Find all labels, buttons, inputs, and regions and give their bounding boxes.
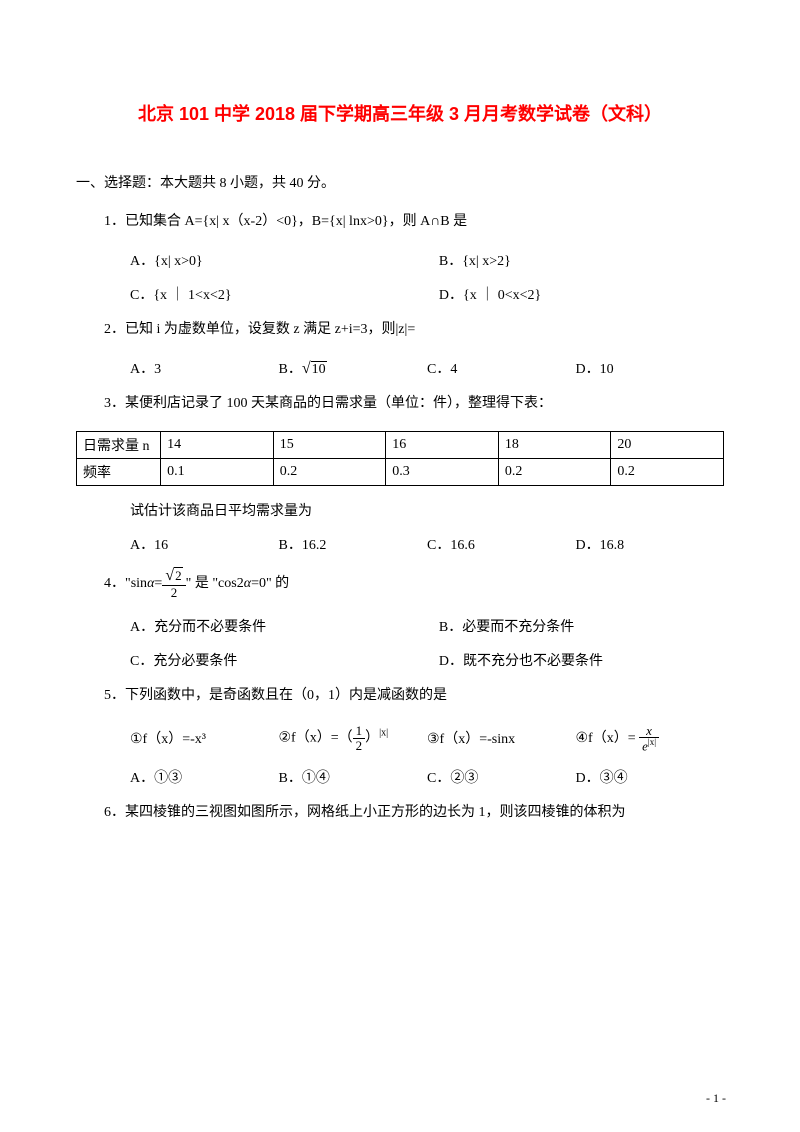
q5-opt-b: B．①④ [279,767,428,787]
q5-i4-d: e|x| [639,738,659,753]
sqrt-icon: √10 [302,360,327,378]
q3-f5: 0.2 [611,459,724,486]
q3-subtext: 试估计该商品日平均需求量为 [76,500,724,520]
q4-eq: = [154,572,162,596]
q4-pre: 4．"sin [104,572,147,596]
q3-opts: A．16 B．16.2 C．16.6 D．16.8 [76,534,724,554]
q3-opt-d: D．16.8 [576,534,725,554]
q4-opts-row2: C．充分必要条件 D．既不充分也不必要条件 [76,650,724,670]
q3-opt-a: A．16 [130,534,279,554]
q4-num: √2 [162,568,185,586]
q3-f2: 0.2 [273,459,386,486]
q3-stem: 3．某便利店记录了 100 天某商品的日需求量（单位：件），整理得下表： [76,392,724,416]
q5-i4-n: x [639,724,659,739]
q5-opt-c: C．②③ [427,767,576,787]
q4-stem: 4．"sinα = √2 2 " 是 "cos2α =0" 的 [76,568,724,599]
page-number: - 1 - [706,1091,726,1106]
q3-table: 日需求量 n 14 15 16 18 20 频率 0.1 0.2 0.3 0.2… [76,431,724,486]
q1-opts-row2: C．{x ｜ 1<x<2} D．{x ｜ 0<x<2} [76,284,724,304]
q3-c1: 14 [161,432,274,459]
q2-opt-d: D．10 [576,358,725,378]
q4-fraction: √2 2 [162,568,185,599]
q5-i2-frac: 12 [353,724,366,752]
q4-nrad: 2 [174,567,183,583]
q3-f1: 0.1 [161,459,274,486]
q3-c5: 20 [611,432,724,459]
q3-c2: 15 [273,432,386,459]
q5-items: ①f（x）=-x³ ②f（x）=（12）|x| ③f（x）=-sinx ④f（x… [76,724,724,754]
q3-opt-b: B．16.2 [279,534,428,554]
q5-i4: ④f（x）= xe|x| [576,724,725,754]
q3-r2-h: 频率 [77,459,161,486]
q6-stem: 6．某四棱锥的三视图如图所示，网格纸上小正方形的边长为 1，则该四棱锥的体积为 [76,801,724,825]
section-heading: 一、选择题：本大题共 8 小题，共 40 分。 [76,172,724,192]
sqrt-icon: √ [165,567,174,584]
q1-opts-row1: A．{x| x>0} B．{x| x>2} [76,250,724,270]
table-row: 频率 0.1 0.2 0.3 0.2 0.2 [77,459,724,486]
q5-i2-exp: |x| [379,728,388,739]
q4-opt-c: C．充分必要条件 [130,650,439,670]
q2-opt-b: B．√10 [279,358,428,378]
q1-opt-c: C．{x ｜ 1<x<2} [130,284,439,304]
q5-i3: ③f（x）=-sinx [427,728,576,748]
q4-den: 2 [162,586,185,600]
q1-opt-a: A．{x| x>0} [130,250,439,270]
q5-i2: ②f（x）=（12）|x| [279,724,428,752]
alpha-symbol: α [147,572,154,596]
table-row: 日需求量 n 14 15 16 18 20 [77,432,724,459]
q5-i2-d: 2 [353,739,366,753]
q2-opt-a: A．3 [130,358,279,378]
q4-opt-d: D．既不充分也不必要条件 [439,650,724,670]
q5-i1: ①f（x）=-x³ [130,728,279,748]
q5-i4-pre: ④f（x）= [576,731,640,746]
q2-opt-c: C．4 [427,358,576,378]
q4-opt-b: B．必要而不充分条件 [439,616,724,636]
q4-opts-row1: A．充分而不必要条件 B．必要而不充分条件 [76,616,724,636]
exam-title: 北京 101 中学 2018 届下学期高三年级 3 月月考数学试卷（文科） [76,100,724,126]
q1-opt-d: D．{x ｜ 0<x<2} [439,284,724,304]
alpha-symbol-2: α [244,572,251,596]
q2-b-rad: 10 [311,361,327,377]
q3-f4: 0.2 [498,459,611,486]
q1-stem: 1．已知集合 A={x| x（x-2）<0}，B={x| lnx>0}，则 A∩… [76,210,724,234]
q2-opts: A．3 B．√10 C．4 D．10 [76,358,724,378]
q4-opt-a: A．充分而不必要条件 [130,616,439,636]
q5-opt-a: A．①③ [130,767,279,787]
q5-i4-d-exp: |x| [648,737,656,747]
q3-opt-c: C．16.6 [427,534,576,554]
q3-r1-h: 日需求量 n [77,432,161,459]
q3-c4: 18 [498,432,611,459]
q5-i2-post: ） [365,731,379,746]
q5-i2-pre: ②f（x）=（ [279,731,353,746]
q3-f3: 0.3 [386,459,499,486]
q5-i2-n: 1 [353,724,366,739]
q5-i4-frac: xe|x| [639,724,659,754]
q5-opts: A．①③ B．①④ C．②③ D．③④ [76,767,724,787]
q5-opt-d: D．③④ [576,767,725,787]
q4-post: " 是 "cos2 [186,572,244,596]
q5-stem: 5．下列函数中，是奇函数且在（0，1）内是减函数的是 [76,684,724,708]
q4-post2: =0" 的 [251,572,289,596]
q3-c3: 16 [386,432,499,459]
q1-opt-b: B．{x| x>2} [439,250,724,270]
q2-b-pre: B． [279,362,302,377]
q2-stem: 2．已知 i 为虚数单位，设复数 z 满足 z+i=3，则|z|= [76,318,724,342]
